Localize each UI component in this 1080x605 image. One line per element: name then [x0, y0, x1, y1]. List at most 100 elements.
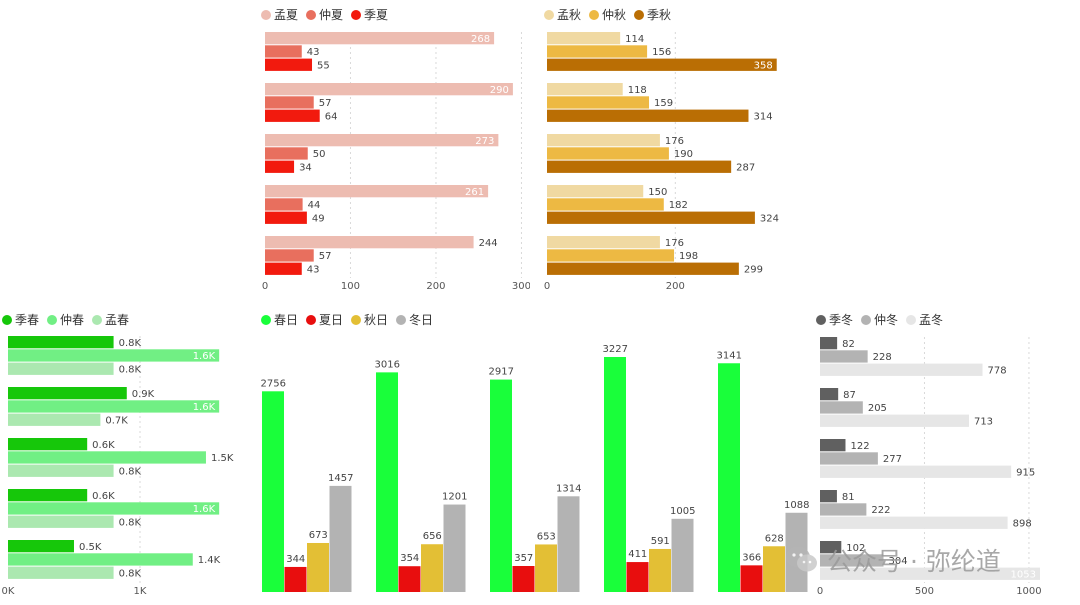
days-legend: 春日 夏日 秋日 冬日	[261, 311, 433, 328]
bar	[820, 554, 884, 567]
legend-swatch	[816, 314, 826, 325]
bar	[820, 503, 867, 516]
legend-item: 孟冬	[906, 311, 943, 328]
column	[671, 518, 694, 592]
data-label: 244	[479, 238, 498, 249]
bar	[547, 160, 732, 173]
legend-swatch	[861, 314, 872, 325]
wechat-icon	[785, 546, 819, 574]
data-label: 34	[299, 162, 312, 173]
column	[284, 566, 307, 592]
data-label: 222	[871, 505, 890, 516]
legend-item: 季夏	[351, 6, 388, 23]
bar	[820, 337, 838, 350]
data-label: 304	[889, 556, 908, 567]
bar	[547, 96, 650, 109]
data-label: 1.6K	[193, 402, 216, 413]
spring-plot: 0K 1K 0.8K 1.6K 0.8K 0.9K 1.6K 0.7K 0.6K 1.5K 0.8K…	[2, 336, 234, 597]
x-tick-label: 200	[426, 281, 445, 292]
bar	[8, 387, 127, 400]
bar	[8, 400, 220, 413]
legend-label: 孟冬	[919, 313, 944, 327]
data-label: 268	[471, 34, 490, 45]
column	[490, 379, 512, 592]
bar	[265, 262, 302, 275]
data-label: 358	[754, 60, 773, 71]
data-label: 713	[974, 416, 993, 427]
legend-label: 春日	[274, 313, 299, 327]
bar	[8, 438, 88, 451]
column	[421, 544, 443, 592]
data-label: 1.5K	[211, 453, 234, 464]
legend-label: 季冬	[829, 313, 854, 327]
legend-item: 季春	[2, 311, 39, 328]
column	[535, 544, 557, 592]
column	[329, 485, 352, 592]
legend-item: 仲夏	[306, 6, 343, 23]
data-label: 299	[744, 264, 763, 275]
column	[557, 496, 580, 592]
x-tick-label: 0	[817, 586, 823, 597]
legend-label: 孟秋	[557, 8, 582, 22]
legend-item: 季冬	[816, 311, 853, 328]
legend-item: 冬日	[396, 311, 433, 328]
x-tick-label: 0	[544, 281, 550, 292]
bar	[547, 249, 675, 262]
data-label: 2917	[489, 367, 514, 378]
data-label: 82	[842, 339, 855, 350]
bar	[8, 349, 220, 362]
legend-label: 仲秋	[602, 8, 627, 22]
data-label: 0.8K	[119, 338, 142, 349]
bar	[547, 58, 777, 71]
data-label: 778	[988, 365, 1007, 376]
data-label: 3016	[375, 359, 400, 370]
data-label: 261	[465, 187, 484, 198]
bar	[8, 553, 193, 566]
data-label: 57	[319, 251, 332, 262]
x-tick-label: 100	[341, 281, 360, 292]
data-label: 114	[625, 34, 644, 45]
data-label: 0.6K	[92, 440, 115, 451]
legend-item: 孟春	[92, 311, 129, 328]
data-label: 49	[312, 213, 325, 224]
bar	[8, 489, 88, 502]
bar	[265, 32, 495, 45]
data-label: 0.8K	[119, 568, 142, 579]
winter-legend: 季冬 仲冬 孟冬	[816, 311, 943, 328]
summer-chart: 孟夏 仲夏 季夏 0 100 200 300 268 43 55 290 57 64 273 50 34…	[255, 0, 530, 300]
data-label: 50	[313, 149, 326, 160]
data-label: 87	[843, 390, 856, 401]
data-label: 0.7K	[105, 415, 128, 426]
legend-label: 仲冬	[874, 313, 899, 327]
bar	[8, 515, 114, 528]
data-label: 1053	[1011, 569, 1036, 580]
column	[376, 372, 398, 592]
bar	[547, 198, 664, 211]
bar	[820, 414, 969, 427]
bar	[8, 464, 114, 477]
summer-legend: 孟夏 仲夏 季夏	[261, 6, 388, 23]
x-tick-label: 0K	[2, 586, 15, 597]
data-label: 176	[665, 136, 684, 147]
data-label: 190	[674, 149, 693, 160]
bar	[265, 185, 489, 198]
x-tick-label: 200	[666, 281, 685, 292]
autumn-chart: 孟秋 仲秋 季秋 0 200 114 156 358 118 159 314 176 190 287…	[538, 0, 800, 300]
bar	[547, 83, 623, 96]
data-label: 344	[286, 554, 305, 565]
column	[718, 363, 740, 592]
bar	[265, 109, 320, 122]
data-label: 1088	[784, 500, 809, 511]
winter-chart: 季冬 仲冬 孟冬 0 500 1000 82 228 778 87 205 713 122 277 9…	[812, 305, 1080, 605]
legend-item: 孟夏	[261, 6, 298, 23]
data-label: 205	[868, 403, 887, 414]
data-label: 0.5K	[79, 542, 102, 553]
legend-label: 夏日	[319, 313, 344, 327]
legend-label: 孟夏	[274, 8, 299, 22]
data-label: 1314	[556, 483, 581, 494]
data-label: 1457	[328, 473, 353, 484]
bar	[8, 413, 101, 426]
data-label: 64	[325, 111, 338, 122]
data-label: 591	[651, 536, 670, 547]
data-label: 43	[307, 47, 320, 58]
